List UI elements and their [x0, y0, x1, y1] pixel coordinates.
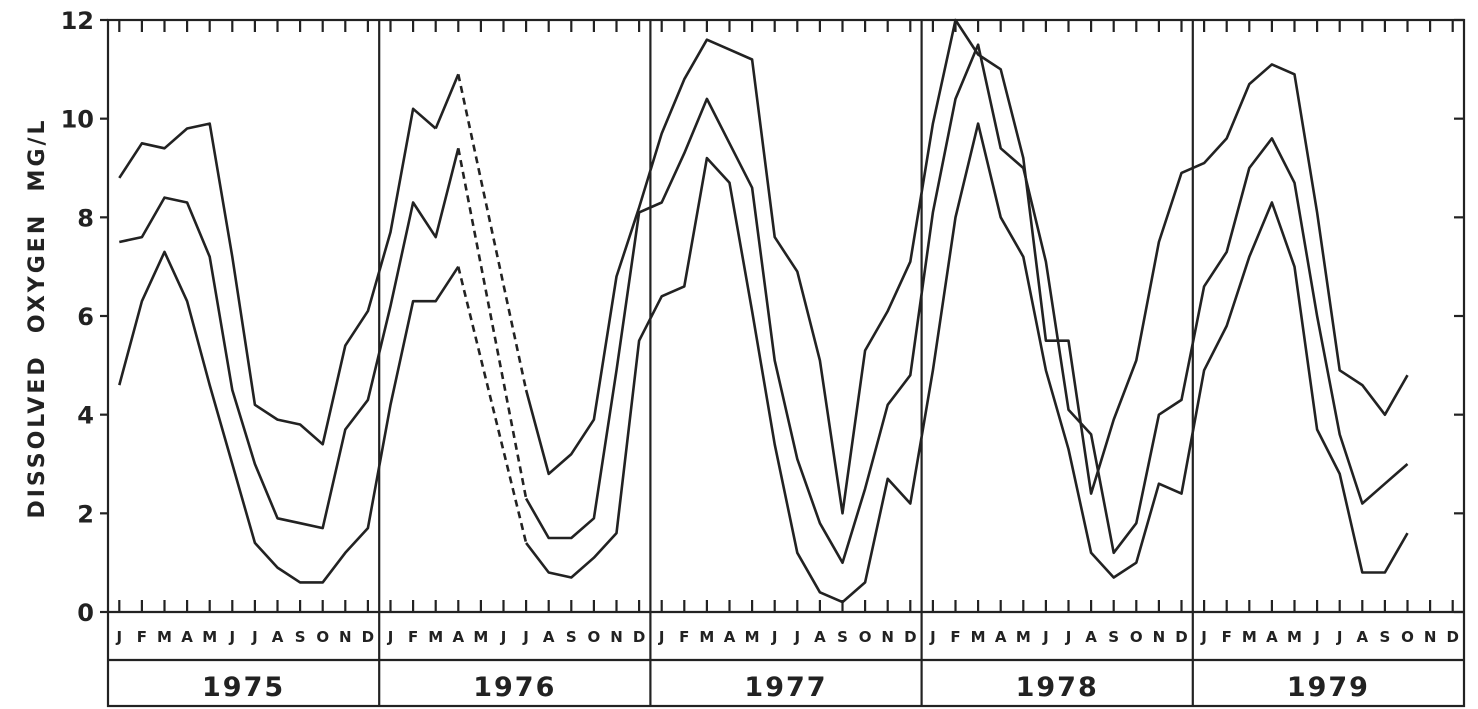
month-label: J — [500, 628, 507, 646]
year-label: 1978 — [1016, 672, 1099, 703]
month-label: D — [1446, 628, 1458, 646]
month-label: J — [229, 628, 236, 646]
month-label: A — [1085, 628, 1097, 646]
series-3 — [118, 122, 1409, 604]
year-label: 1976 — [473, 672, 556, 703]
month-label: M — [202, 628, 217, 646]
month-label: S — [837, 628, 848, 646]
y-tick-label: 12 — [61, 7, 94, 35]
month-label: F — [137, 628, 147, 646]
month-label: A — [272, 628, 284, 646]
month-label: A — [724, 628, 736, 646]
month-label: A — [452, 628, 464, 646]
y-tick-label: 6 — [77, 303, 94, 331]
month-label: J — [1065, 628, 1072, 646]
year-labels: 1975 1976 1977 1978 1979 — [202, 672, 1370, 703]
series-line-dashed — [457, 74, 528, 391]
month-label: D — [1175, 628, 1187, 646]
month-label: M — [428, 628, 443, 646]
month-label: O — [316, 628, 329, 646]
year-label: 1979 — [1287, 672, 1370, 703]
x-axis-ticks — [118, 20, 1454, 612]
month-label: S — [295, 628, 306, 646]
month-label: J — [1313, 628, 1320, 646]
month-label: J — [1200, 628, 1207, 646]
series-line — [434, 73, 460, 130]
month-label: F — [950, 628, 960, 646]
month-label: J — [387, 628, 394, 646]
month-label: J — [929, 628, 936, 646]
month-label: J — [1336, 628, 1343, 646]
series-1 — [118, 18, 1409, 515]
month-label: J — [251, 628, 258, 646]
month-label: M — [745, 628, 760, 646]
y-tick-label: 10 — [61, 106, 94, 134]
month-label: M — [699, 628, 714, 646]
month-label: D — [362, 628, 374, 646]
y-tick-label: 8 — [77, 204, 94, 232]
month-label: J — [1042, 628, 1049, 646]
month-label: M — [971, 628, 986, 646]
month-label: N — [1424, 628, 1437, 646]
month-label: D — [633, 628, 645, 646]
plot-frame — [106, 18, 1466, 708]
series-line-dashed — [457, 148, 528, 499]
month-label: A — [814, 628, 826, 646]
month-label: A — [1356, 628, 1368, 646]
month-label: S — [566, 628, 577, 646]
month-label: S — [1379, 628, 1390, 646]
plot-border — [106, 18, 1466, 708]
month-label: N — [610, 628, 623, 646]
month-label: A — [995, 628, 1007, 646]
month-label: O — [1401, 628, 1414, 646]
y-tick-label: 0 — [77, 599, 94, 627]
month-label: F — [408, 628, 418, 646]
month-label: F — [679, 628, 689, 646]
month-label: D — [904, 628, 916, 646]
month-label: M — [1016, 628, 1031, 646]
year-label: 1977 — [744, 672, 827, 703]
month-label: J — [658, 628, 665, 646]
month-label: N — [1153, 628, 1166, 646]
month-label: A — [1266, 628, 1278, 646]
month-label: O — [588, 628, 601, 646]
month-label: J — [522, 628, 529, 646]
series-line — [118, 250, 460, 584]
month-label: A — [543, 628, 555, 646]
month-label: M — [1242, 628, 1257, 646]
series-2 — [119, 43, 1409, 565]
y-axis-label: DISSOLVED OXYGEN MG/L — [25, 117, 50, 518]
series-line — [118, 107, 437, 446]
month-label: M — [1287, 628, 1302, 646]
month-label: M — [473, 628, 488, 646]
month-label: A — [181, 628, 193, 646]
month-label: J — [116, 628, 123, 646]
series-line — [524, 43, 1409, 565]
month-label: S — [1108, 628, 1119, 646]
series-line — [119, 147, 460, 530]
month-label: J — [794, 628, 801, 646]
y-tick-label: 4 — [77, 402, 94, 430]
series-line — [525, 122, 1409, 604]
y-tick-label: 2 — [77, 500, 94, 528]
month-label: N — [881, 628, 894, 646]
series-line-dashed — [457, 266, 528, 544]
series-lines — [118, 18, 1409, 604]
series-line — [524, 18, 1409, 515]
y-axis: 0 2 4 6 8 10 12 — [61, 7, 1464, 627]
month-label: M — [157, 628, 172, 646]
month-label: O — [1130, 628, 1143, 646]
month-label: N — [339, 628, 352, 646]
month-label: F — [1222, 628, 1232, 646]
year-label: 1975 — [202, 672, 285, 703]
month-label: O — [859, 628, 872, 646]
month-label: J — [771, 628, 778, 646]
